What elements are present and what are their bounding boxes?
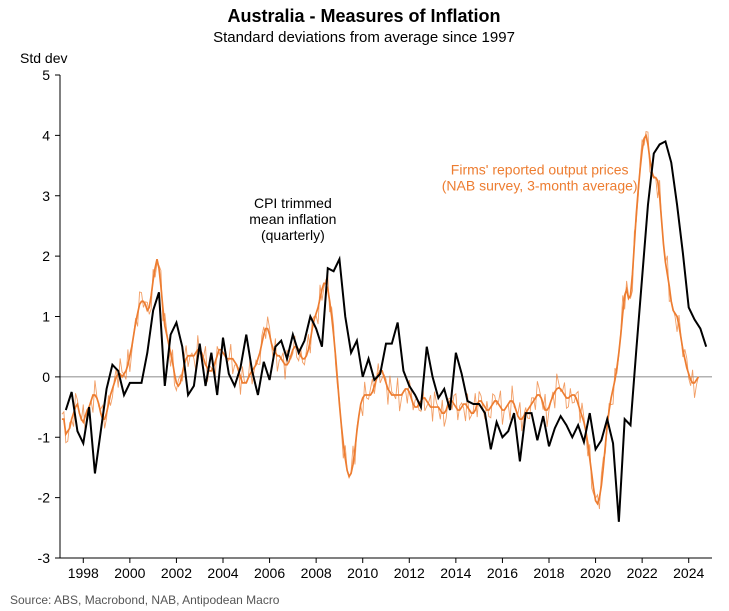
x-axis-ticks: 1998 2000 2002 2004 2006 2008 2010 2012 2014 2016…	[68, 558, 705, 581]
chart-subtitle: Standard deviations from average since 1…	[213, 29, 515, 46]
series-cpi	[66, 141, 706, 521]
x-tick-label: 2022	[627, 565, 658, 581]
x-tick-label: 2010	[347, 565, 378, 581]
x-tick-label: 2018	[533, 565, 564, 581]
chart-title: Australia - Measures of Inflation	[227, 6, 500, 26]
x-tick-label: 2016	[487, 565, 518, 581]
x-tick-label: 2020	[580, 565, 611, 581]
y-tick-label: 1	[42, 309, 50, 325]
x-tick-label: 2002	[161, 565, 192, 581]
y-tick-label: -2	[38, 490, 51, 506]
x-tick-label: 2004	[207, 565, 238, 581]
y-tick-label: 4	[42, 127, 50, 143]
source-text: Source: ABS, Macrobond, NAB, Antipodean …	[10, 593, 280, 607]
chart-svg: Australia - Measures of Inflation Standa…	[0, 0, 729, 611]
x-tick-label: 2006	[254, 565, 285, 581]
y-tick-label: 5	[42, 67, 50, 83]
annotation-nab-label: Firms' reported output prices(NAB survey…	[442, 162, 638, 194]
x-tick-label: 2014	[440, 565, 471, 581]
annotation-cpi-label: CPI trimmedmean inflation(quarterly)	[249, 195, 336, 243]
x-tick-label: 2012	[394, 565, 425, 581]
annotations: CPI trimmedmean inflation(quarterly) Firm…	[249, 162, 637, 243]
y-tick-label: 0	[42, 369, 50, 385]
y-tick-label: -3	[38, 550, 51, 566]
y-tick-label: -1	[38, 429, 51, 445]
y-tick-label: 2	[42, 248, 50, 264]
y-axis-ticks: -3 -2 -1 0 1 2 3 4 5	[38, 67, 60, 566]
y-axis-label: Std dev	[20, 50, 67, 66]
x-tick-label: 2024	[673, 565, 704, 581]
x-tick-label: 2008	[301, 565, 332, 581]
x-tick-label: 1998	[68, 565, 99, 581]
chart-container: { "chart": { "type": "line", "width": 72…	[0, 0, 729, 611]
x-tick-label: 2000	[114, 565, 145, 581]
y-tick-label: 3	[42, 188, 50, 204]
